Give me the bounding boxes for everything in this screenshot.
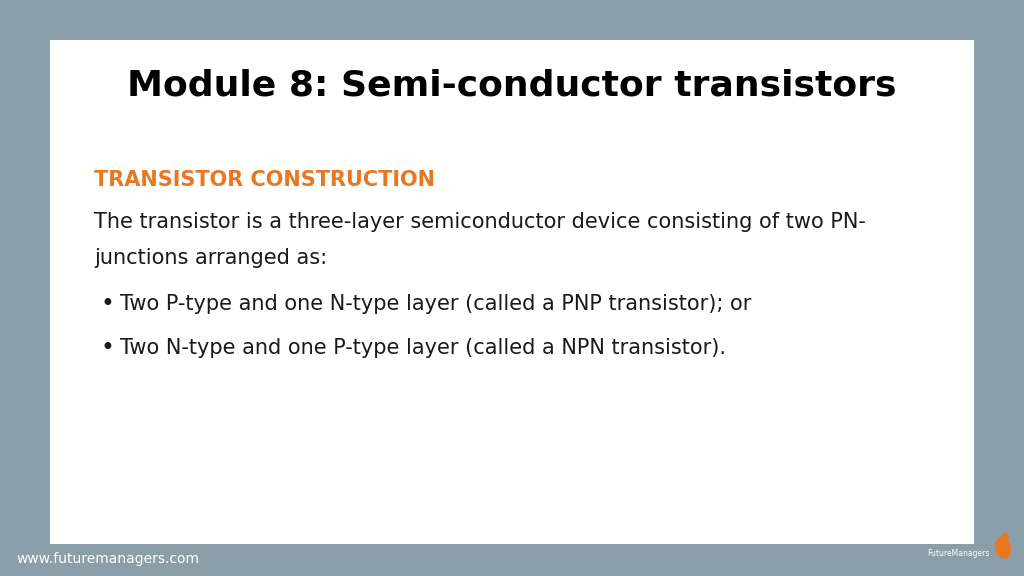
Text: TRANSISTOR CONSTRUCTION: TRANSISTOR CONSTRUCTION — [94, 170, 435, 190]
Text: junctions arranged as:: junctions arranged as: — [94, 248, 327, 268]
Text: •: • — [100, 292, 114, 316]
Ellipse shape — [994, 537, 1012, 559]
Text: www.futuremanagers.com: www.futuremanagers.com — [16, 552, 199, 566]
Text: •: • — [100, 336, 114, 360]
Text: FutureManagers: FutureManagers — [928, 549, 990, 558]
Text: Two N-type and one P-type layer (called a NPN transistor).: Two N-type and one P-type layer (called … — [120, 338, 726, 358]
Ellipse shape — [1001, 533, 1009, 541]
Text: Two P-type and one N-type layer (called a PNP transistor); or: Two P-type and one N-type layer (called … — [120, 294, 752, 314]
Text: The transistor is a three-layer semiconductor device consisting of two PN-: The transistor is a three-layer semicond… — [94, 212, 866, 232]
Text: Module 8: Semi-conductor transistors: Module 8: Semi-conductor transistors — [127, 69, 897, 103]
FancyBboxPatch shape — [50, 40, 974, 544]
